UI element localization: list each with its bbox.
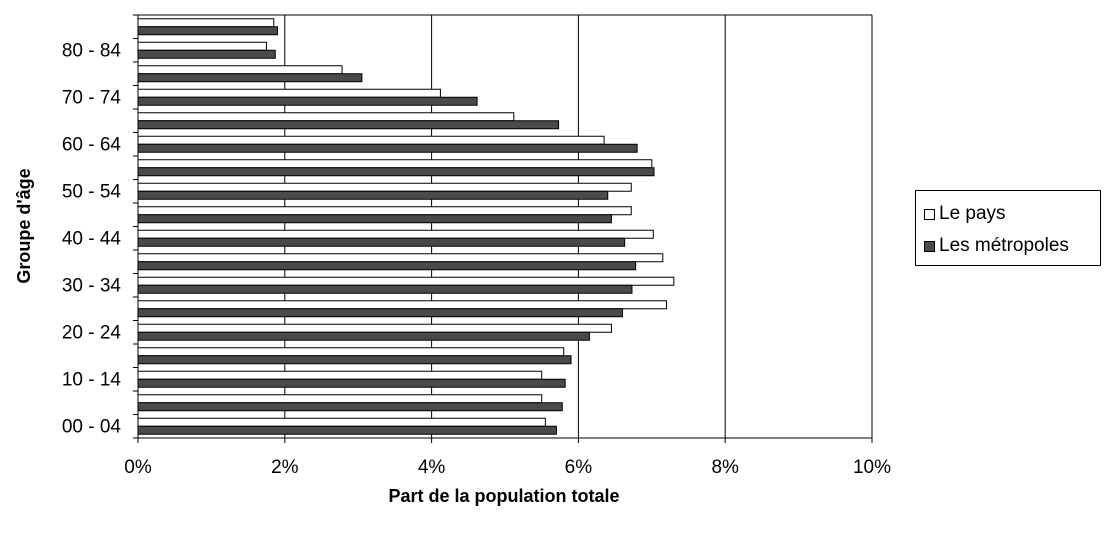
bar-les-metropoles-45-49 (137, 214, 612, 224)
legend-swatch-les-metropoles (924, 240, 935, 252)
bar-les-metropoles-80-84 (137, 49, 276, 59)
y-axis-title: Groupe d'âge (14, 168, 34, 283)
x-tick-label: 4% (418, 457, 446, 478)
legend: Le pays Les métropoles (915, 190, 1101, 266)
bar-les-metropoles-65-69 (137, 120, 560, 130)
y-tick-label: 70 - 74 (62, 87, 122, 108)
y-tick-label: 60 - 64 (62, 134, 122, 155)
bar-les-metropoles-75-79 (137, 73, 363, 83)
axes (133, 14, 873, 443)
bar-le-pays-35-39 (137, 253, 664, 263)
bar-les-metropoles-05-09 (137, 402, 563, 412)
bar-le-pays-40-44 (137, 229, 654, 239)
y-tick-label: 50 - 54 (62, 181, 122, 202)
bar-les-metropoles-40-44 (137, 237, 626, 247)
x-tick-label: 8% (711, 457, 739, 478)
bar-le-pays-80-84 (137, 41, 267, 51)
bar-le-pays-70-74 (137, 88, 441, 98)
y-tick-label: 10 - 14 (62, 369, 122, 390)
bar-les-metropoles-15-19 (137, 355, 572, 365)
bar-le-pays-25-29 (137, 300, 667, 310)
bar-les-metropoles-30-34 (137, 284, 633, 294)
bar-le-pays-15-19 (137, 347, 565, 357)
bar-le-pays-05-09 (137, 394, 543, 404)
bar-le-pays-85+ (137, 18, 275, 28)
x-axis-tick-labels: 0% 2% 4% 6% 8% 10% (124, 457, 891, 478)
x-tick-label: 6% (565, 457, 593, 478)
bar-les-metropoles-70-74 (137, 96, 478, 106)
bar-les-metropoles-10-14 (137, 378, 566, 388)
bar-les-metropoles-25-29 (137, 308, 623, 318)
bar-les-metropoles-60-64 (137, 143, 638, 153)
bars (137, 18, 675, 435)
bar-le-pays-55-59 (137, 159, 653, 169)
bar-le-pays-20-24 (137, 323, 612, 333)
legend-label-le-pays: Le pays (939, 203, 1006, 224)
x-tick-label: 2% (271, 457, 299, 478)
bar-le-pays-45-49 (137, 206, 632, 216)
bar-le-pays-60-64 (137, 135, 605, 145)
y-tick-label: 40 - 44 (62, 228, 122, 249)
bar-les-metropoles-55-59 (137, 167, 655, 177)
x-tick-label: 10% (853, 457, 891, 478)
y-tick-label: 00 - 04 (62, 416, 122, 437)
bar-le-pays-65-69 (137, 112, 515, 122)
legend-item-le-pays: Le pays (924, 203, 1006, 225)
bar-le-pays-75-79 (137, 65, 343, 75)
y-axis-tick-labels: 00 - 04 10 - 14 20 - 24 30 - 34 40 - 44 50 - … (62, 40, 122, 437)
bar-les-metropoles-35-39 (137, 261, 637, 271)
bar-le-pays-10-14 (137, 370, 543, 380)
bar-les-metropoles-50-54 (137, 190, 609, 200)
legend-item-les-metropoles: Les métropoles (924, 235, 1069, 257)
x-axis-title: Part de la population totale (388, 486, 619, 506)
bar-les-metropoles-85+ (137, 26, 278, 36)
bar-les-metropoles-00-04 (137, 425, 557, 435)
bar-le-pays-00-04 (137, 417, 546, 427)
bar-les-metropoles-20-24 (137, 331, 590, 341)
bar-le-pays-30-34 (137, 276, 675, 286)
legend-swatch-le-pays (924, 208, 935, 220)
y-tick-label: 30 - 34 (62, 275, 122, 296)
y-tick-label: 20 - 24 (62, 322, 122, 343)
x-tick-label: 0% (124, 457, 152, 478)
legend-label-les-metropoles: Les métropoles (939, 235, 1069, 256)
vertical-gridlines (284, 15, 726, 438)
bar-le-pays-50-54 (137, 182, 632, 192)
y-tick-label: 80 - 84 (62, 40, 122, 61)
